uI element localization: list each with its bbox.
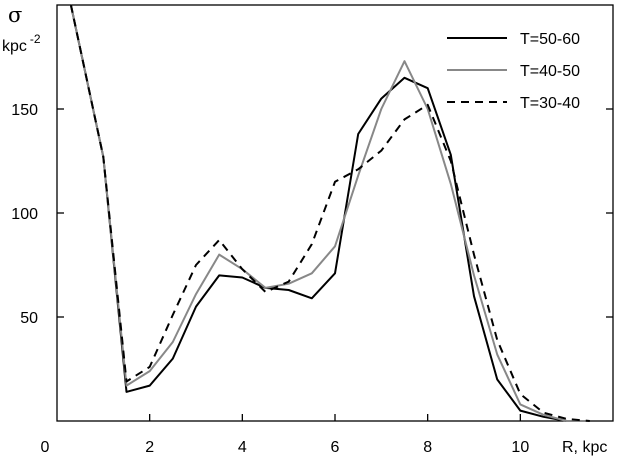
y-tick-label: 150 [11,102,38,119]
series-line-t-50-60 [69,4,590,422]
legend-label-t50-60: T=50-60 [520,31,580,48]
x-axis-title: R, kpc [562,439,607,456]
y-axis-unit-exponent: -2 [30,32,41,46]
legend: T=50-60 T=40-50 T=30-40 [447,31,580,112]
x-tick-label: 6 [331,439,340,456]
legend-label-t30-40: T=30-40 [520,95,580,112]
legend-label-t40-50: T=40-50 [520,63,580,80]
y-tick-label: 50 [20,310,38,327]
y-axis-unit-base: kpc [2,38,27,55]
y-axis-symbol: σ [8,3,22,27]
y-tick-label: 100 [11,206,38,223]
y-axis-unit: kpc -2 [2,32,41,55]
x-tick-label: 10 [511,439,529,456]
series-line-t-40-50 [69,4,590,422]
x-tick-label: 8 [423,439,432,456]
series-layer [69,4,590,422]
axis-ticks: 0 2 4 6 8 10 50 100 150 [11,102,613,456]
x-tick-label: 0 [41,439,50,456]
x-tick-label: 2 [145,439,154,456]
x-tick-label: 4 [238,439,247,456]
series-line-t-30-40 [69,4,590,422]
